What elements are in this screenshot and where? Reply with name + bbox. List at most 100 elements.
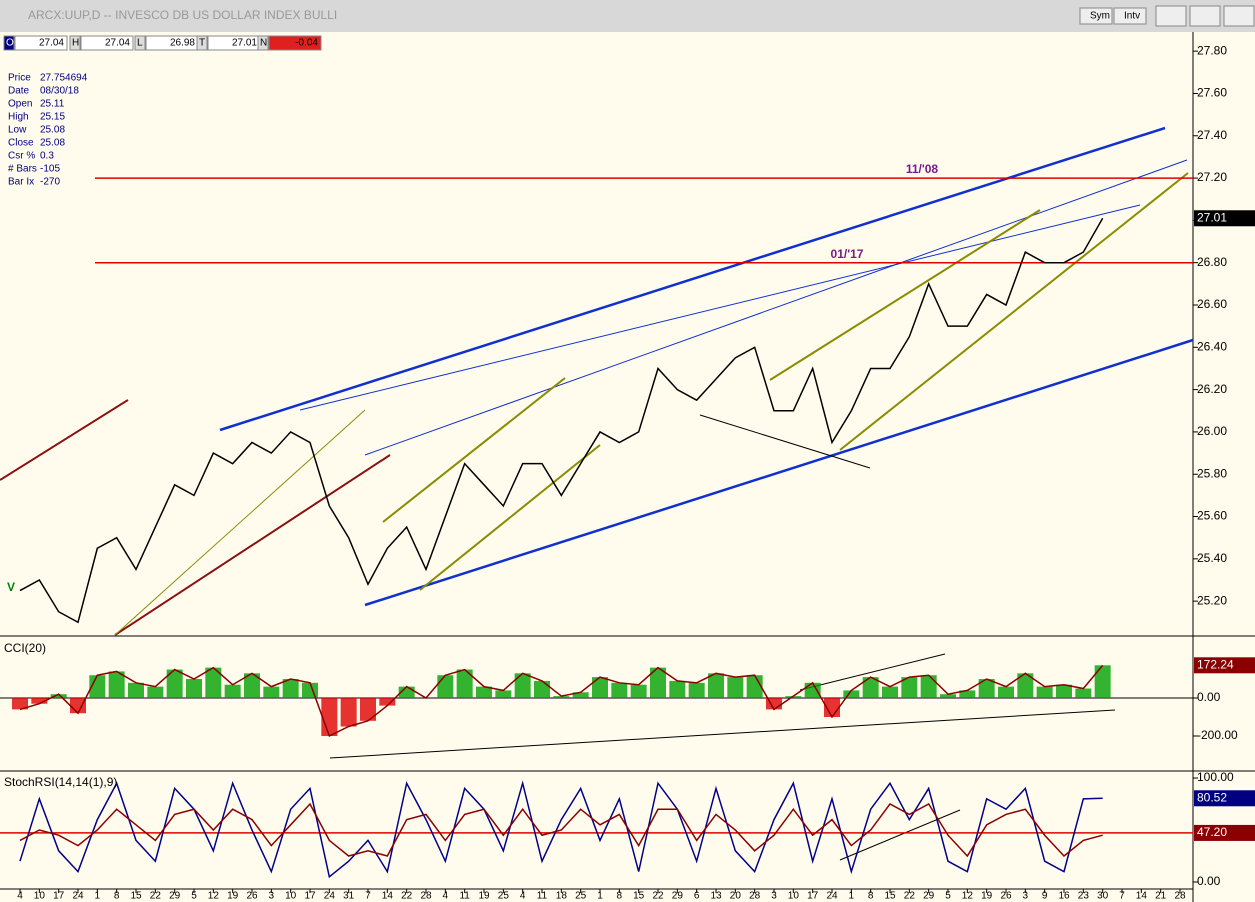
intv-button-label[interactable]: Intv [1124,11,1140,22]
x-tick-label: 13 [710,891,722,902]
histogram-bar [688,682,705,699]
x-tick-label: 22 [401,891,413,902]
histogram-bar [128,682,144,699]
quote-value: 27.01 [232,38,257,49]
x-tick-label: 15 [130,891,142,902]
x-tick-label: 10 [285,891,297,902]
x-tick-label: 6 [694,891,700,902]
last-value-box [1194,210,1255,227]
quote-label-box [196,35,208,51]
panel-title: CCI(20) [4,641,46,655]
sym-button[interactable] [1079,7,1113,25]
x-tick-label: 24 [826,891,838,902]
y-tick-label: 26.80 [1197,255,1227,269]
histogram-bar [843,690,860,699]
x-tick-label: 26 [1000,891,1012,902]
histogram-bar [901,677,918,699]
histogram-bar [456,669,473,699]
histogram-bar [1036,686,1053,699]
series-line [19,780,1103,879]
histogram-bar [108,671,125,699]
quote-value: -0.04 [295,38,318,49]
series-line [19,217,1104,624]
x-tick-label: 22 [904,891,916,902]
histogram-bar [70,698,86,714]
y-tick-label: 100.00 [1197,770,1234,784]
minimize-button[interactable] [1155,5,1187,27]
last-value-box [1194,657,1255,674]
level-label: 11/'08 [906,162,939,176]
x-tick-label: 21 [1155,891,1167,902]
intv-button[interactable] [1113,7,1147,25]
info-label: Price [8,73,31,84]
x-tick-label: 3 [269,891,275,902]
trendline [0,399,129,481]
info-value: 25.11 [40,99,65,110]
y-tick-label: -200.00 [1197,728,1238,742]
x-tick-label: 18 [556,891,568,902]
histogram-bar [978,679,995,699]
histogram-bar [940,694,956,699]
series-line [19,664,1104,738]
level-label: 47.20 [1197,825,1227,839]
maximize-button[interactable] [1189,5,1221,27]
histogram-bar [302,682,318,699]
y-tick-label: 25.80 [1197,466,1227,480]
x-tick-label: 8 [868,891,874,902]
x-tick-label: 1 [597,891,603,902]
histogram-bar [224,684,241,699]
histogram-bar [379,698,396,706]
x-tick-label: 10 [34,891,46,902]
x-tick-label: 26 [246,891,258,902]
trendline [364,159,1188,456]
x-tick-label: 17 [53,891,65,902]
info-value: 08/30/18 [40,86,79,97]
trendline [839,809,961,861]
x-tick-label: 28 [420,891,432,902]
quote-label: H [72,38,79,49]
x-tick-label: 28 [749,891,761,902]
histogram-bar [708,673,724,699]
y-tick-label: 27.60 [1197,86,1227,100]
histogram-bar [1075,688,1092,699]
histogram-bar [998,686,1014,699]
histogram-bar [244,673,260,699]
level-label-box [1194,824,1255,841]
trendline [114,409,366,636]
x-tick-label: 4 [443,891,449,902]
x-tick-label: 10 [788,891,800,902]
histogram-bar [398,686,415,699]
histogram-bar [1094,665,1111,699]
x-tick-label: 14 [382,891,394,902]
x-tick-label: 30 [1097,891,1109,902]
x-tick-label: 7 [365,891,371,902]
histogram-bar [31,698,48,704]
histogram-bar [572,692,589,699]
histogram-bar [166,669,183,699]
quote-value-box [14,35,68,51]
x-tick-label: 28 [1174,891,1186,902]
x-tick-label: 8 [617,891,623,902]
close-button[interactable] [1223,5,1255,27]
histogram-bar [1056,684,1072,699]
x-tick-label: 4 [520,891,526,902]
quote-value-box [80,35,134,51]
last-value-label: 80.52 [1197,790,1227,804]
histogram-bar [862,677,879,699]
y-tick-label: 0.00 [1197,690,1221,704]
histogram-bar [50,694,67,699]
histogram-bar [650,667,666,699]
trendline [699,414,871,469]
quote-value: 27.04 [105,38,130,49]
trendline [382,377,566,523]
histogram-bar [360,698,376,721]
info-label: Open [8,99,32,110]
level-label: 01/'17 [831,247,864,261]
x-tick-label: 11 [537,891,548,902]
info-value: 25.08 [40,138,65,149]
sym-button-label[interactable]: Sym [1090,11,1110,22]
histogram-bar [534,680,550,699]
x-tick-label: 15 [884,891,896,902]
series-line [19,802,1103,858]
histogram-bar [592,677,608,699]
